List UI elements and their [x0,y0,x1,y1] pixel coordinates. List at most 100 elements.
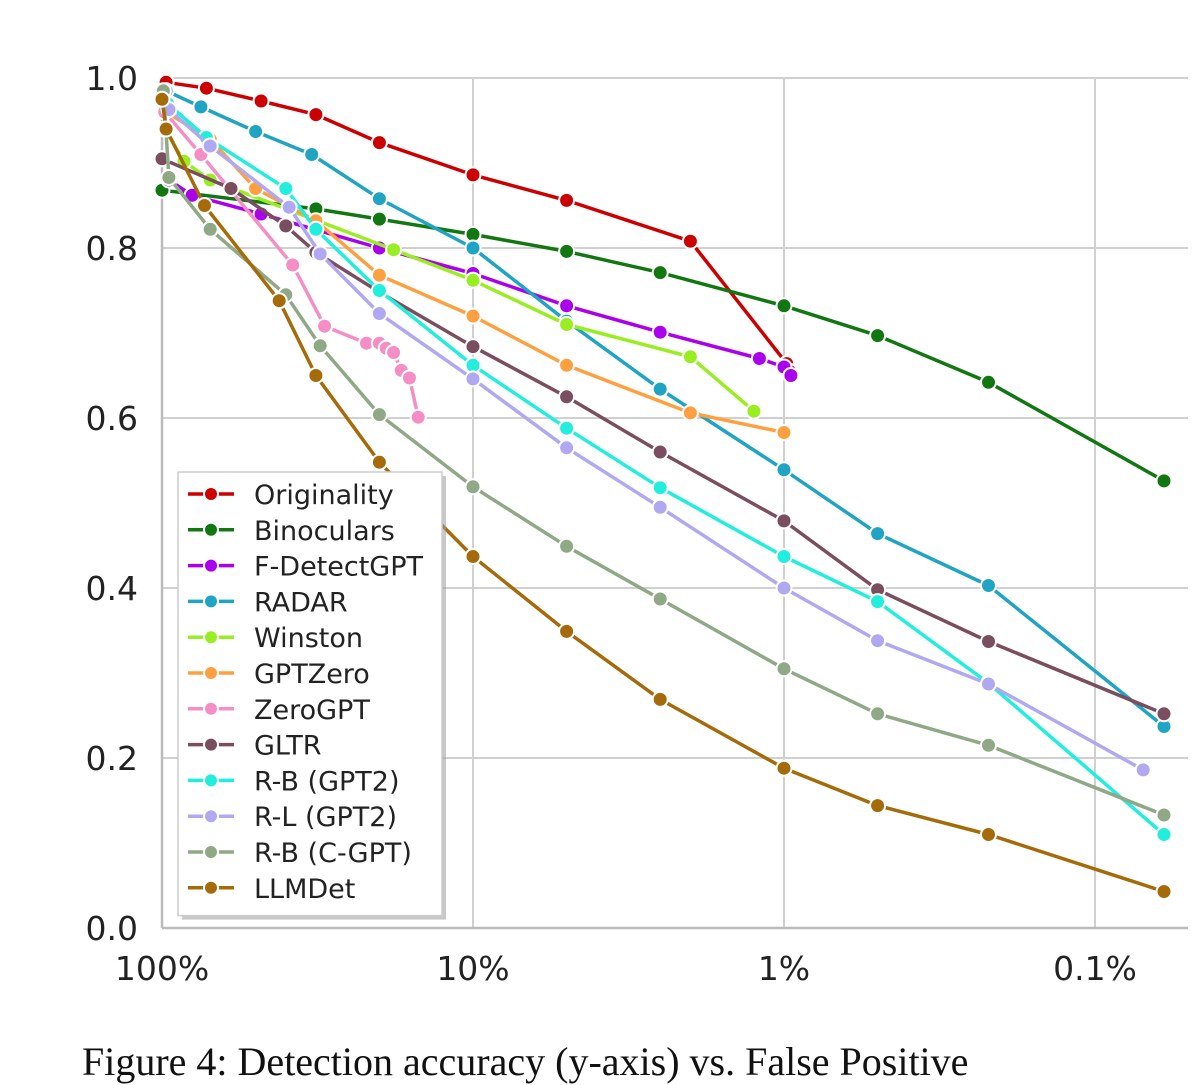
data-point [980,675,997,693]
legend-swatch-marker [203,557,219,574]
legend-label: GLTR [254,731,322,762]
legend-box [177,471,443,917]
data-point [782,367,800,384]
x-tick-labels: 100% 10% 1% 0.1% [115,949,1137,988]
data-point [558,242,576,260]
data-point [280,198,298,216]
legend-label: R-L (GPT2) [254,802,397,833]
legend-entry: ZeroGPT [188,695,370,726]
data-point [311,337,329,355]
legend-label: Winston [254,623,363,654]
y-tick-label: 0.4 [86,569,138,608]
data-point [247,123,265,140]
data-point [370,406,388,424]
data-point [370,210,388,228]
data-point [370,190,388,208]
legend-swatch-marker [203,593,219,610]
data-point [980,577,997,594]
y-tick-label: 0.8 [86,229,138,268]
legend-entry: Binoculars [188,516,395,547]
data-point [409,408,427,426]
data-point [1155,705,1173,723]
axes [160,78,1188,930]
data-point [401,369,418,387]
data-point [277,180,295,197]
data-point [284,256,302,274]
data-point [558,388,576,406]
legend-entry: R-B (GPT2) [188,766,400,797]
data-point [157,120,175,138]
x-tick-label: 100% [115,949,209,988]
data-point [558,191,576,209]
legend-swatch-marker [203,629,219,646]
data-point [370,453,388,471]
data-point [558,419,576,437]
data-point [869,632,887,650]
data-point [201,220,219,238]
data-point [464,478,482,496]
data-point [370,134,388,152]
data-point [775,660,793,678]
data-point [464,370,482,388]
data-point [201,137,219,155]
data-point [651,380,669,398]
legend-swatch-marker [203,486,219,502]
series-line [167,107,1145,772]
data-point [1134,761,1152,779]
legend-entry: Winston [188,623,363,654]
data-point [775,424,793,441]
data-point [980,373,997,391]
data-point [370,266,388,284]
legend-swatch-marker [203,844,219,860]
legend-label: R-B (C-GPT) [254,838,412,869]
data-point [307,106,325,124]
data-point [869,705,887,723]
data-point [775,297,793,315]
data-point [153,90,171,108]
series-line [160,188,1166,483]
legend-swatch-marker [203,521,219,538]
legend-entry: R-B (C-GPT) [188,838,412,869]
x-tick-label: 1% [758,949,810,988]
data-point [464,166,482,184]
legend-swatch-marker [203,736,219,753]
data-point [1155,472,1173,490]
data-point [681,348,699,366]
data-point [464,271,482,289]
data-point [775,512,793,530]
series-line [160,157,1166,716]
data-point [558,297,576,315]
data-point [316,317,334,335]
legend-label: Binoculars [254,516,395,547]
data-point [464,239,482,257]
data-point [160,169,178,186]
legend-entry: F-DetectGPT [188,552,424,583]
data-point [651,498,669,516]
legend: Originality Binoculars F-DetectGPT RADAR Win… [177,471,446,920]
series-llmdet [153,90,1173,900]
data-point [464,307,482,325]
data-point [775,461,793,479]
x-tick-label: 10% [436,949,509,988]
data-point [385,344,403,361]
series-line [167,178,793,378]
data-point [651,443,669,461]
data-point [370,305,388,322]
y-tick-label: 0.2 [86,739,138,778]
legend-label: ZeroGPT [254,695,370,726]
series-radar [157,82,1173,735]
y-tick-label: 0.6 [86,399,138,438]
data-point [980,736,997,754]
legend-label: R-B (GPT2) [254,766,400,797]
series-line [164,89,1166,729]
legend-label: GPTZero [254,659,370,690]
data-point [869,327,887,345]
data-point [869,525,887,543]
legend-swatch-marker [203,808,219,825]
legend-swatch-marker [203,665,219,681]
data-point [651,323,669,341]
y-tick-labels: 0.0 0.2 0.4 0.6 0.8 1.0 [86,59,138,948]
data-point [192,98,210,116]
figure-caption: Figure 4: Detection accuracy (y-axis) vs… [82,1039,969,1084]
data-point [775,579,793,597]
